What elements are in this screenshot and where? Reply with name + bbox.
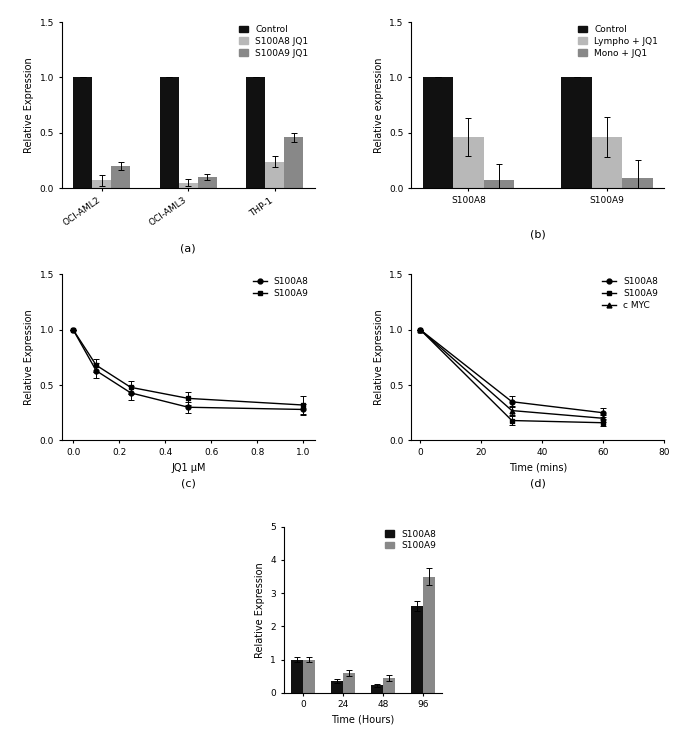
Bar: [453, 137, 484, 188]
Bar: [383, 678, 395, 693]
Bar: [562, 77, 592, 188]
Bar: [284, 137, 303, 188]
Legend: S100A8, S100A9: S100A8, S100A9: [251, 276, 310, 300]
Bar: [331, 681, 343, 693]
X-axis label: Time (mins): Time (mins): [509, 463, 567, 472]
Text: (a): (a): [180, 243, 196, 254]
Bar: [73, 77, 92, 188]
X-axis label: JQ1 μM: JQ1 μM: [171, 463, 206, 472]
Bar: [160, 77, 179, 188]
Y-axis label: Relative Expression: Relative Expression: [255, 562, 265, 657]
Text: (b): (b): [530, 230, 546, 240]
X-axis label: Time (Hours): Time (Hours): [332, 715, 395, 725]
Text: (c): (c): [181, 479, 196, 489]
Y-axis label: Relative Expression: Relative Expression: [24, 57, 34, 153]
Bar: [92, 181, 111, 188]
Bar: [423, 77, 453, 188]
Bar: [623, 178, 653, 188]
Bar: [592, 137, 623, 188]
Bar: [411, 606, 423, 693]
Y-axis label: Relative expression: Relative expression: [373, 57, 384, 153]
Legend: Control, Lympho + JQ1, Mono + JQ1: Control, Lympho + JQ1, Mono + JQ1: [576, 24, 660, 60]
Bar: [423, 576, 435, 693]
Bar: [111, 166, 130, 188]
Bar: [343, 673, 355, 693]
Bar: [247, 77, 265, 188]
Bar: [371, 685, 383, 693]
Bar: [198, 177, 217, 188]
Legend: Control, S100A8 JQ1, S100A9 JQ1: Control, S100A8 JQ1, S100A9 JQ1: [238, 24, 310, 60]
Legend: S100A8, S100A9, c MYC: S100A8, S100A9, c MYC: [601, 276, 660, 312]
Y-axis label: Relative Expression: Relative Expression: [373, 310, 384, 405]
Bar: [265, 161, 284, 188]
Bar: [484, 181, 514, 188]
Y-axis label: Relative Expression: Relative Expression: [24, 310, 34, 405]
Bar: [291, 660, 303, 693]
Bar: [179, 183, 198, 188]
Bar: [303, 660, 315, 693]
Legend: S100A8, S100A9: S100A8, S100A9: [383, 528, 438, 552]
Text: (d): (d): [530, 479, 546, 489]
